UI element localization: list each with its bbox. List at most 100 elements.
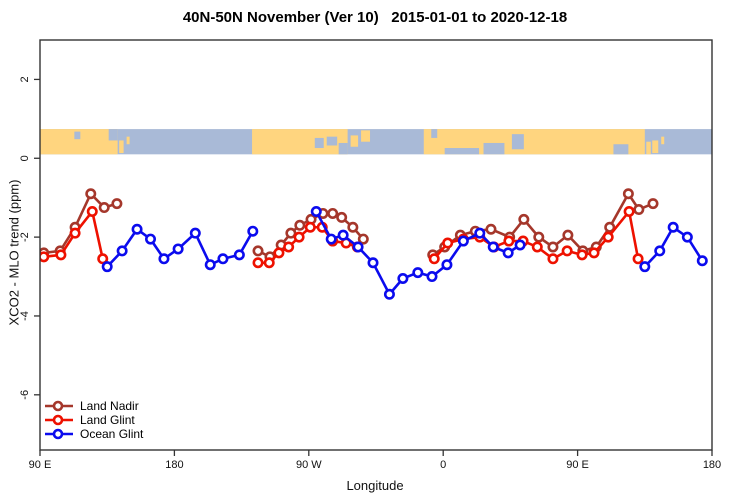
data-point-land-glint — [561, 245, 573, 257]
series-line-land-glint — [258, 225, 358, 265]
data-point-land-glint — [252, 257, 264, 269]
data-point-ocean-glint — [116, 245, 128, 257]
map-land-segment — [652, 140, 659, 154]
data-point-land-glint — [86, 205, 98, 217]
data-point-ocean-glint — [325, 233, 337, 245]
map-land-segment — [661, 136, 665, 145]
data-point-land-glint — [576, 249, 588, 261]
legend-label-land-glint: Land Glint — [80, 413, 135, 427]
data-point-land-glint — [293, 231, 305, 243]
y-tick-label: -6 — [19, 390, 31, 400]
map-water-patch — [108, 129, 118, 141]
data-point-land-nadir — [547, 241, 559, 253]
data-point-ocean-glint — [145, 233, 157, 245]
data-point-land-glint — [97, 253, 109, 265]
map-water-patch — [431, 129, 438, 138]
data-point-ocean-glint — [189, 227, 201, 239]
data-point-ocean-glint — [457, 235, 469, 247]
y-tick-label: 2 — [19, 76, 31, 82]
data-point-ocean-glint — [654, 245, 666, 257]
data-point-land-glint — [40, 251, 50, 263]
data-point-land-glint — [69, 227, 81, 239]
data-point-ocean-glint — [352, 241, 364, 253]
data-point-land-nadir — [357, 233, 369, 245]
map-water-patch — [444, 148, 480, 155]
data-point-ocean-glint — [337, 229, 349, 241]
world-map-band — [40, 129, 712, 155]
data-point-ocean-glint — [667, 221, 679, 233]
map-land-segment — [646, 141, 651, 155]
data-point-land-nadir — [485, 223, 497, 235]
data-point-ocean-glint — [101, 261, 113, 273]
data-point-land-nadir — [518, 213, 530, 225]
legend-label-ocean-glint: Ocean Glint — [80, 427, 144, 441]
data-point-ocean-glint — [247, 225, 259, 237]
legend-label-land-nadir: Land Nadir — [80, 399, 139, 413]
data-point-land-glint — [503, 235, 515, 247]
data-point-ocean-glint — [639, 261, 651, 273]
legend-row-land-nadir: Land Nadir — [44, 399, 143, 413]
data-point-land-nadir — [252, 245, 264, 257]
data-point-ocean-glint — [474, 227, 486, 239]
map-water-patch — [511, 134, 524, 150]
y-axis-ticks: 2 0 -2 -4 -6 — [19, 76, 40, 400]
land-glint-marker-icon — [45, 414, 73, 426]
data-point-land-nadir — [633, 204, 645, 216]
map-water-patch — [483, 142, 505, 155]
data-point-land-nadir — [533, 231, 545, 243]
legend: Land Nadir Land Glint Ocean Glint — [44, 399, 143, 441]
data-point-land-nadir — [336, 211, 348, 223]
data-point-land-glint — [632, 253, 644, 265]
data-point-ocean-glint — [204, 259, 216, 271]
land-nadir-marker-icon — [45, 400, 73, 412]
data-point-land-glint — [55, 249, 67, 261]
data-point-ocean-glint — [696, 255, 708, 267]
series-line-ocean-glint — [315, 210, 521, 297]
series-line-ocean-glint — [643, 225, 704, 268]
data-point-land-nadir — [647, 198, 659, 210]
x-axis-label: Longitude — [346, 478, 404, 493]
legend-row-ocean-glint: Ocean Glint — [44, 427, 143, 441]
data-point-ocean-glint — [383, 288, 395, 300]
series-ocean-glint — [101, 205, 708, 300]
x-tick-label: 90 W — [296, 459, 322, 471]
data-point-land-nadir — [285, 227, 297, 239]
x-tick-label: 90 E — [566, 459, 589, 471]
data-point-land-nadir — [327, 207, 339, 219]
data-point-land-nadir — [622, 188, 634, 200]
data-point-ocean-glint — [514, 239, 526, 251]
data-point-land-glint — [428, 253, 440, 265]
data-point-land-glint — [547, 253, 559, 265]
map-water-patch — [74, 131, 81, 140]
data-point-ocean-glint — [310, 205, 322, 217]
data-point-land-nadir — [562, 229, 574, 241]
data-point-land-glint — [283, 241, 295, 253]
data-point-ocean-glint — [487, 241, 499, 253]
map-land-segment — [361, 130, 371, 142]
data-point-land-glint — [273, 247, 285, 259]
x-axis-ticks: 90 E 180 90 W 0 90 E 180 — [29, 450, 721, 471]
y-tick-label: -4 — [19, 311, 31, 321]
map-land-segment — [350, 135, 359, 147]
data-point-ocean-glint — [397, 273, 409, 285]
map-land-segment — [126, 136, 130, 145]
map-water-patch — [338, 142, 348, 155]
series-line-land-nadir — [432, 191, 654, 256]
data-point-ocean-glint — [158, 253, 170, 265]
y-tick-label: -2 — [19, 232, 31, 242]
map-water-patch — [613, 144, 629, 155]
map-land-segment — [119, 140, 124, 154]
data-point-land-glint — [531, 241, 543, 253]
data-point-ocean-glint — [441, 259, 453, 271]
y-tick-label: 0 — [19, 155, 31, 161]
data-point-ocean-glint — [681, 231, 693, 243]
data-point-land-glint — [442, 237, 454, 249]
data-point-ocean-glint — [367, 257, 379, 269]
data-point-land-nadir — [294, 219, 306, 231]
chart-title: 40N-50N November (Ver 10) 2015-01-01 to … — [182, 9, 568, 26]
data-point-ocean-glint — [502, 247, 514, 259]
data-point-land-nadir — [347, 221, 359, 233]
legend-row-land-glint: Land Glint — [44, 413, 143, 427]
x-tick-label: 180 — [703, 459, 721, 471]
